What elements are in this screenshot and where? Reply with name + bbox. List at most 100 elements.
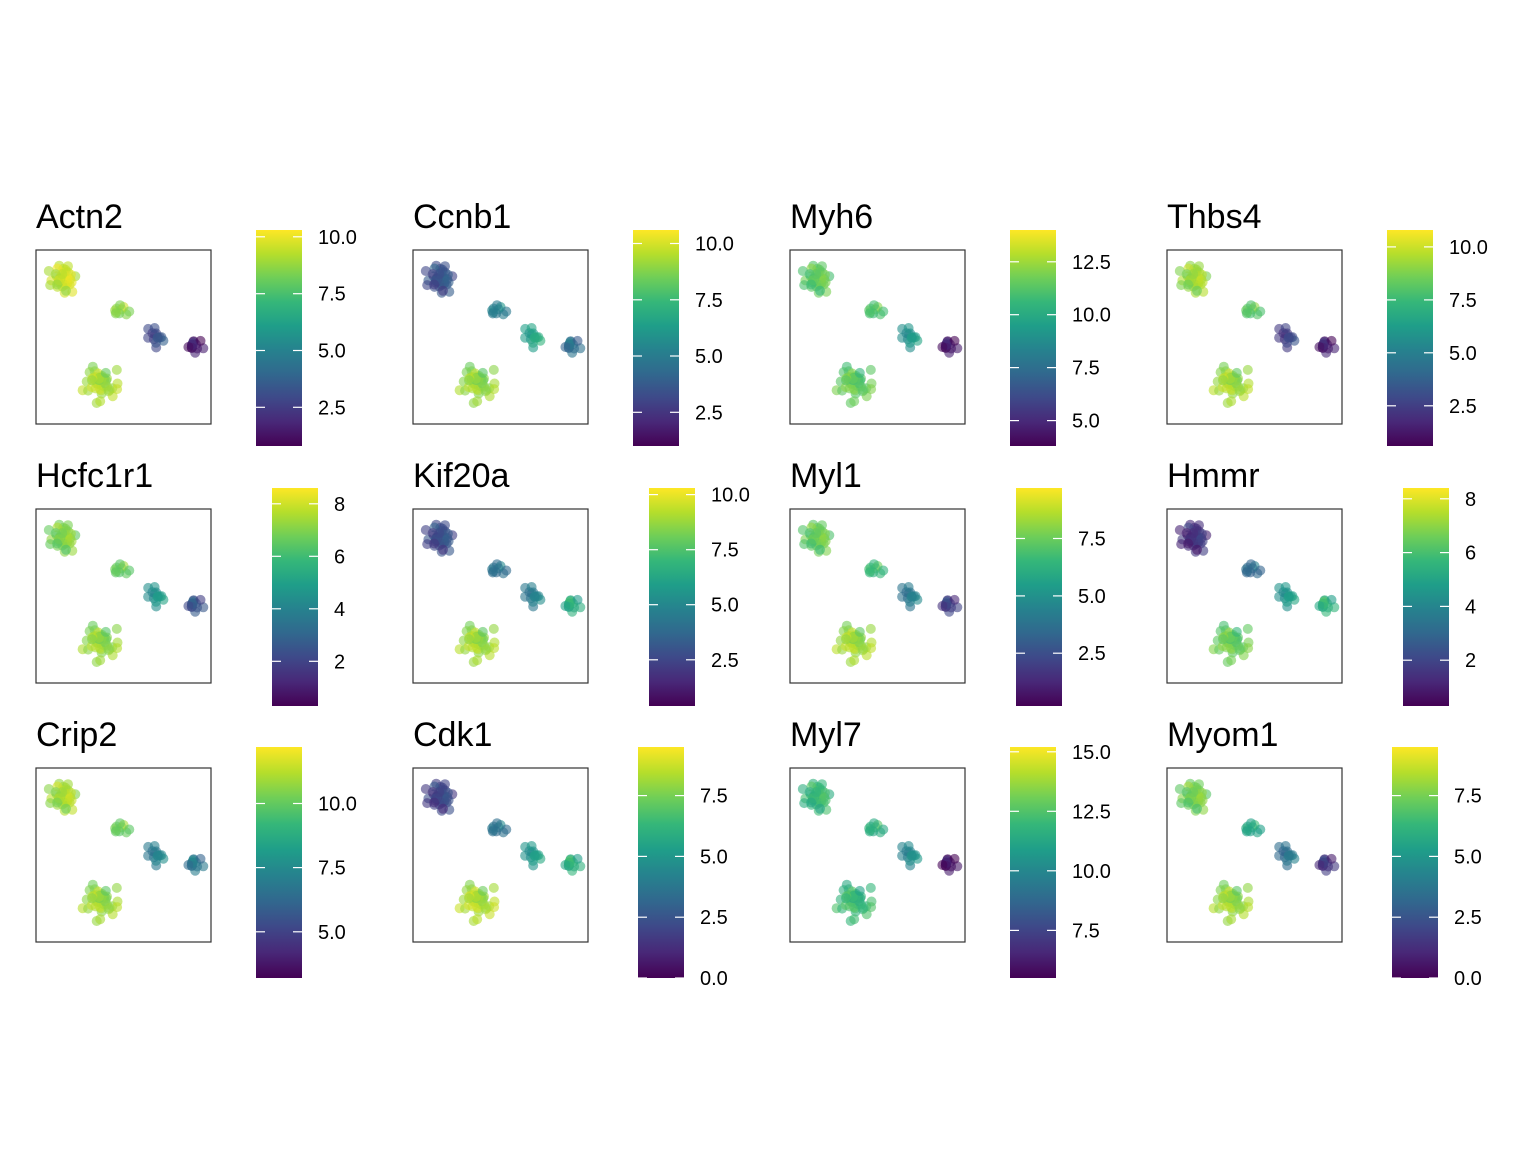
colorbar — [256, 747, 302, 978]
plot-frame — [412, 508, 589, 684]
colorbar-tick-label: 10.0 — [1072, 861, 1111, 883]
scatter-point — [865, 882, 876, 893]
scatter-point — [472, 914, 483, 925]
panel-hmmr: Hmmr 2 4 6 8 — [1166, 457, 1476, 706]
panel-title: Hmmr — [1167, 457, 1260, 495]
scatter-point — [854, 626, 865, 637]
scatter-point — [1194, 779, 1204, 790]
scatter-point — [903, 323, 914, 333]
scatter-point — [61, 285, 71, 296]
scatter-point — [149, 323, 160, 333]
colorbar — [638, 747, 684, 978]
scatter-point — [87, 893, 97, 904]
scatter-point — [529, 591, 540, 602]
panel-title: Myl1 — [790, 457, 862, 495]
scatter-point — [1246, 300, 1256, 311]
scatter-point — [529, 850, 540, 861]
colorbar-tick-label: 2.5 — [700, 907, 728, 929]
scatter-point — [420, 784, 431, 794]
colorbar-tick-label: 7.5 — [1454, 786, 1482, 808]
scatter-point — [1255, 824, 1266, 835]
colorbar-tick-label: 8 — [1465, 489, 1476, 511]
scatter-point — [501, 306, 512, 317]
scatter-point — [501, 824, 512, 835]
panel-myom1: Myom1 0.0 2.5 5.0 7.5 — [1166, 716, 1482, 990]
colorbar-tick-label: 4 — [334, 599, 345, 621]
scatter-point — [937, 601, 948, 611]
scatter-point — [195, 335, 206, 346]
scatter-point — [477, 885, 488, 896]
scatter-point — [481, 385, 492, 395]
scatter-point — [1194, 520, 1204, 531]
scatter-point — [815, 803, 825, 814]
panel-title: Thbs4 — [1167, 198, 1262, 236]
scatter-point — [43, 266, 54, 276]
scatter-point — [1314, 342, 1325, 352]
colorbar-tick-label: 15.0 — [1072, 742, 1111, 764]
colorbar-tick-label: 5.0 — [700, 846, 728, 868]
colorbar-tick-label: 12.5 — [1072, 801, 1111, 823]
scatter-point — [849, 655, 860, 666]
scatter-point — [1183, 279, 1194, 290]
scatter-point — [1231, 885, 1242, 896]
scatter-point — [1314, 860, 1325, 870]
panel-title: Myl7 — [790, 716, 862, 754]
scatter-point — [815, 544, 825, 555]
colorbar-tick-label: 0.0 — [700, 968, 728, 990]
scatter-point — [438, 803, 448, 814]
plot-frame — [35, 767, 212, 943]
scatter-point — [1283, 591, 1294, 602]
scatter-point — [526, 582, 537, 592]
scatter-point — [152, 591, 163, 602]
scatter-point — [1241, 308, 1252, 319]
panel-kif20a: Kif20a 2.5 5.0 7.5 10.0 — [412, 457, 750, 706]
colorbar-tick-label: 7.5 — [1449, 290, 1477, 312]
scatter-point — [57, 787, 68, 798]
scatter-point — [1241, 826, 1252, 837]
scatter-point — [1226, 396, 1237, 407]
panel-crip2: Crip2 5.0 7.5 10.0 — [35, 716, 357, 978]
scatter-point — [1192, 803, 1202, 814]
scatter-point — [95, 396, 106, 407]
colorbar-tick-label: 7.5 — [695, 290, 723, 312]
colorbar-tick-label: 10.0 — [1072, 305, 1111, 327]
scatter-point — [906, 591, 917, 602]
panels-layer: Actn22.55.07.510.0Ccnb12.55.07.510.0Myh6… — [35, 198, 1488, 990]
scatter-point — [111, 364, 122, 375]
scatter-point — [864, 308, 875, 319]
colorbar-tick-label: 10.0 — [1449, 237, 1488, 259]
scatter-point — [1226, 914, 1237, 925]
scatter-point — [149, 841, 160, 851]
panel-title: Crip2 — [36, 716, 117, 754]
scatter-point — [434, 269, 445, 280]
colorbar-tick-label: 7.5 — [1072, 920, 1100, 942]
plot-frame — [789, 767, 966, 943]
colorbar — [633, 230, 679, 446]
scatter-point — [1283, 332, 1294, 343]
scatter-point — [1231, 626, 1242, 637]
scatter-point — [487, 826, 498, 837]
scatter-point — [903, 582, 914, 592]
colorbar — [1392, 747, 1438, 978]
scatter-point — [849, 396, 860, 407]
colorbar-tick-label: 5.0 — [1449, 343, 1477, 365]
scatter-point — [61, 544, 71, 555]
plot-frame — [789, 508, 966, 684]
scatter-point — [1255, 306, 1266, 317]
colorbar — [256, 230, 302, 446]
scatter-point — [572, 594, 583, 605]
panel-thbs4: Thbs4 2.5 5.0 7.5 10.0 — [1166, 198, 1488, 446]
plot-frame — [35, 508, 212, 684]
colorbar-tick-label: 2.5 — [711, 650, 739, 672]
scatter-point — [487, 567, 498, 578]
scatter-point — [1241, 567, 1252, 578]
scatter-point — [52, 797, 63, 808]
scatter-point — [811, 528, 822, 539]
scatter-point — [429, 279, 440, 290]
colorbar-tick-label: 7.5 — [318, 284, 346, 306]
colorbar-tick-label: 7.5 — [1072, 358, 1100, 380]
colorbar-tick-label: 7.5 — [1078, 529, 1106, 551]
scatter-point — [1188, 528, 1199, 539]
scatter-point — [1235, 385, 1246, 395]
